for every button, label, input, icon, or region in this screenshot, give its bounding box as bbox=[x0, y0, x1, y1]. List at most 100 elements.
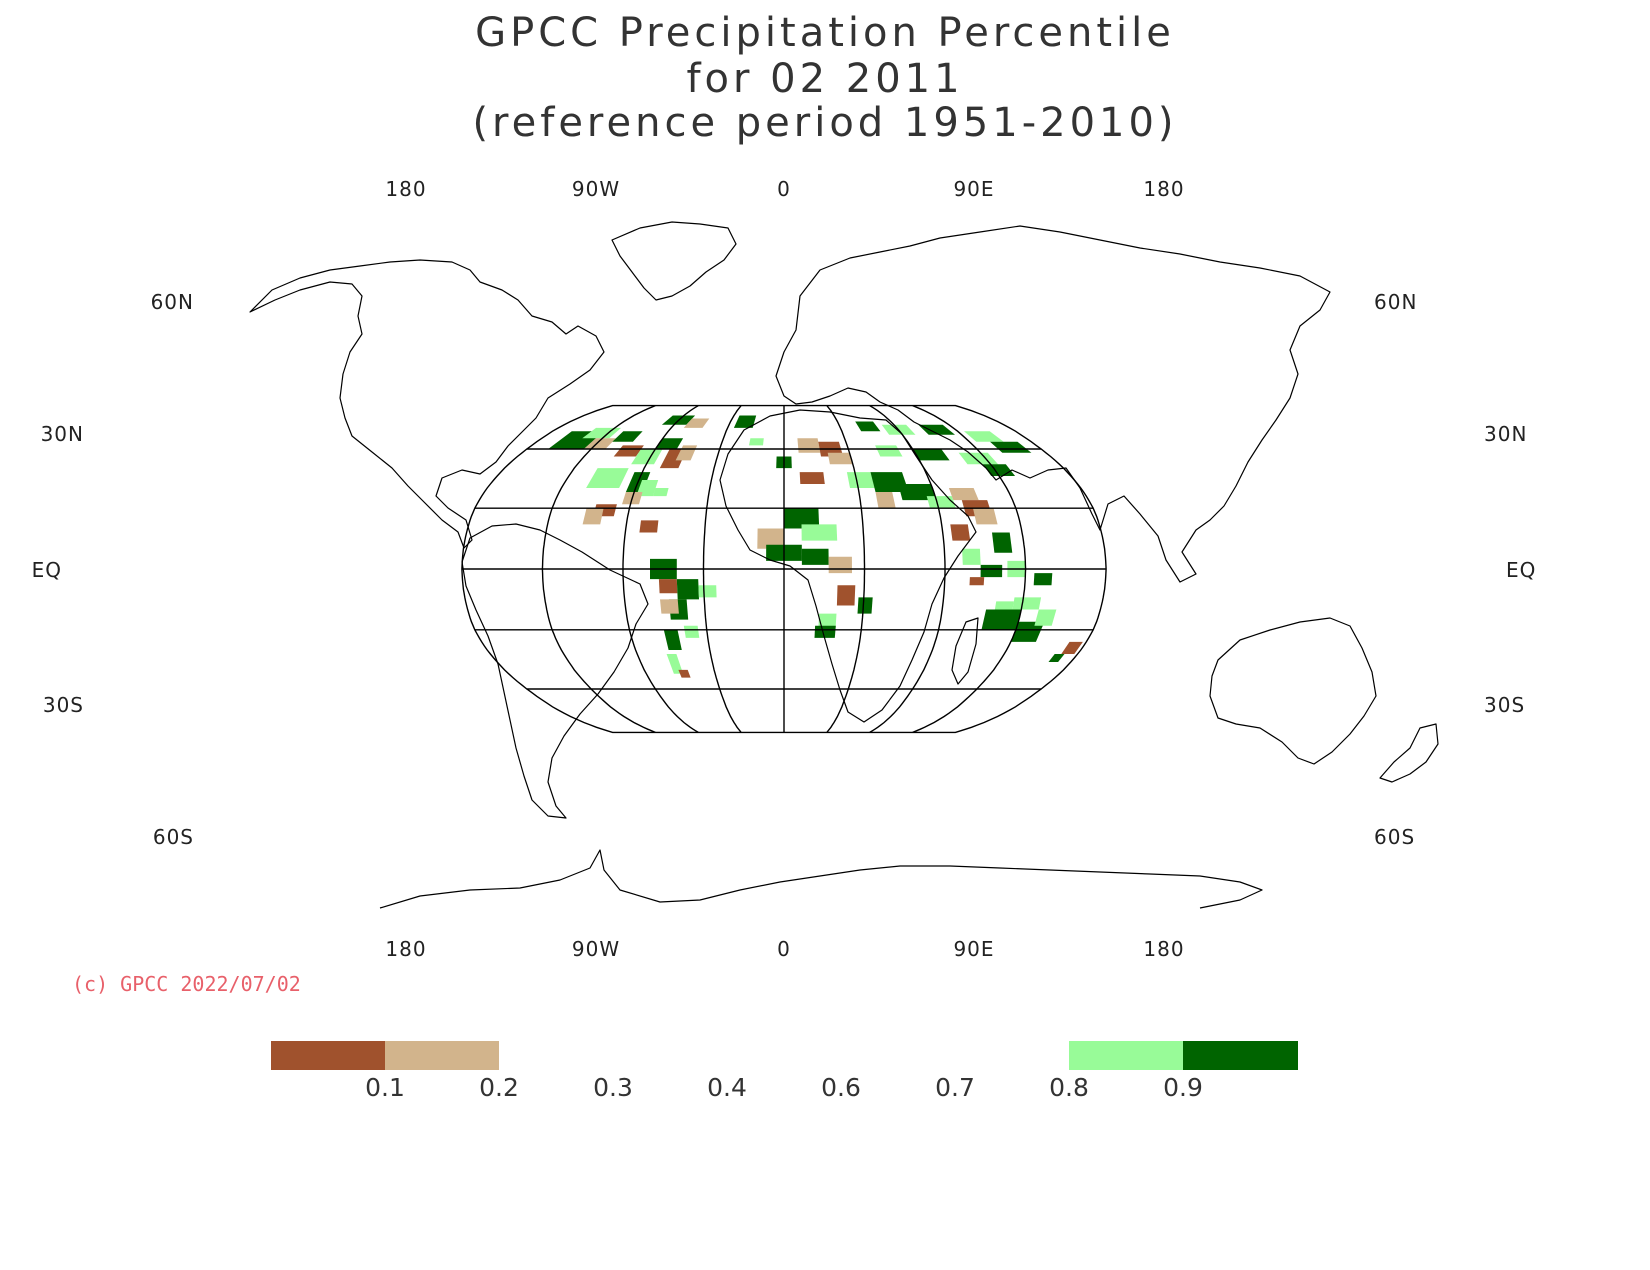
legend-tick-0-7: 0.7 bbox=[935, 1073, 975, 1102]
precip-region-76 bbox=[1048, 654, 1065, 662]
precip-region-3 bbox=[612, 431, 643, 442]
precip-region-50 bbox=[948, 488, 979, 501]
legend-box-dry bbox=[385, 1041, 499, 1070]
precip-region-60 bbox=[757, 528, 784, 549]
precip-region-75 bbox=[1061, 641, 1083, 654]
legend-tick-0-9: 0.9 bbox=[1163, 1073, 1203, 1102]
meridian--90 bbox=[622, 405, 699, 733]
precip-region-42 bbox=[875, 445, 903, 457]
title-line-3: (reference period 1951-2010) bbox=[472, 100, 1177, 146]
precip-region-27 bbox=[683, 625, 700, 638]
lat-label-left-eq: EQ bbox=[32, 558, 62, 582]
precip-region-15 bbox=[582, 508, 604, 525]
precip-region-30 bbox=[678, 669, 691, 678]
precip-region-28 bbox=[663, 629, 682, 650]
precip-region-54 bbox=[992, 532, 1013, 553]
meridian-135 bbox=[912, 404, 1027, 734]
title-line-1: GPCC Precipitation Percentile bbox=[475, 10, 1175, 56]
lon-label-bottom-180w: 180 bbox=[385, 937, 426, 961]
lat-label-right-eq: EQ bbox=[1506, 558, 1536, 582]
meridian--135 bbox=[541, 404, 656, 734]
precip-region-19 bbox=[733, 415, 757, 428]
precip-region-11 bbox=[586, 468, 629, 488]
precip-region-44 bbox=[958, 452, 999, 465]
coastline-greenland bbox=[611, 221, 737, 301]
precip-region-74 bbox=[994, 601, 1014, 610]
legend-tick-0-8: 0.8 bbox=[1049, 1073, 1089, 1102]
precip-region-61 bbox=[784, 508, 820, 529]
legend-box-very-dry bbox=[271, 1041, 385, 1070]
precip-region-36 bbox=[846, 472, 875, 488]
meridian-90 bbox=[869, 405, 946, 733]
lon-label-top-90w: 90W bbox=[572, 177, 620, 201]
precip-region-40 bbox=[964, 431, 1004, 442]
coastline-antarctica bbox=[379, 849, 1263, 909]
color-legend: 0.1 0.2 0.3 0.4 0.6 0.7 0.8 0.9 bbox=[271, 1041, 1298, 1102]
legend-tick-0-3: 0.3 bbox=[593, 1073, 633, 1102]
title-block: GPCC Precipitation Percentile for 02 201… bbox=[472, 10, 1177, 146]
precip-region-23 bbox=[676, 579, 699, 600]
lon-label-bottom-90e: 90E bbox=[953, 937, 994, 961]
precip-region-22 bbox=[658, 579, 678, 594]
precip-region-47 bbox=[898, 484, 937, 501]
precip-region-55 bbox=[962, 548, 981, 565]
lat-label-left-60s: 60S bbox=[153, 825, 194, 849]
legend-tick-0-6: 0.6 bbox=[821, 1073, 861, 1102]
precip-region-35 bbox=[827, 452, 853, 465]
precip-region-41 bbox=[990, 441, 1032, 453]
precip-region-39 bbox=[918, 424, 955, 435]
legend-box-very-wet bbox=[1183, 1041, 1298, 1070]
precip-region-37 bbox=[855, 421, 881, 432]
precip-region-24 bbox=[698, 585, 717, 598]
precip-region-53 bbox=[950, 524, 971, 541]
lat-label-right-60s: 60S bbox=[1374, 825, 1415, 849]
precip-region-62 bbox=[801, 524, 838, 541]
precip-region-65 bbox=[828, 556, 852, 574]
precip-region-68 bbox=[814, 625, 836, 638]
precip-region-71 bbox=[1012, 597, 1042, 610]
precip-region-64 bbox=[801, 548, 829, 565]
map-labels: 180 90W 0 90E 180 180 90W 0 90E 180 60N … bbox=[32, 177, 1536, 961]
precip-region-20 bbox=[749, 438, 764, 446]
lon-label-bottom-0: 0 bbox=[777, 937, 791, 961]
lon-label-top-180w: 180 bbox=[385, 177, 426, 201]
precip-region-43 bbox=[912, 449, 950, 461]
meridian-45 bbox=[826, 405, 866, 733]
coastline-south-america bbox=[461, 523, 649, 819]
legend-box-wet bbox=[1069, 1041, 1183, 1070]
copyright-text: (c) GPCC 2022/07/02 bbox=[72, 972, 301, 996]
precip-region-16 bbox=[639, 520, 659, 533]
coastline-africa bbox=[719, 409, 977, 723]
lat-label-right-30s: 30S bbox=[1484, 693, 1525, 717]
coastlines bbox=[249, 221, 1439, 909]
world-map: 180 90W 0 90E 180 180 90W 0 90E 180 60N … bbox=[32, 177, 1536, 961]
coastline-eurasia bbox=[775, 225, 1331, 583]
precip-region-32 bbox=[797, 438, 821, 453]
precip-region-34 bbox=[799, 472, 825, 484]
lat-label-left-60n: 60N bbox=[151, 290, 194, 314]
precip-region-59 bbox=[969, 577, 985, 586]
title-line-2: for 02 2011 bbox=[686, 56, 963, 102]
coastline-madagascar bbox=[951, 617, 979, 685]
precip-region-10 bbox=[683, 418, 710, 428]
legend-tick-0-4: 0.4 bbox=[707, 1073, 747, 1102]
lon-label-top-0: 0 bbox=[777, 177, 791, 201]
precip-region-48 bbox=[926, 496, 956, 509]
precip-region-69 bbox=[857, 597, 873, 614]
map-outline bbox=[461, 404, 1107, 734]
graticule bbox=[461, 404, 1107, 734]
coastline-north-america bbox=[249, 259, 605, 549]
precip-region-5 bbox=[631, 449, 663, 465]
meridian--45 bbox=[702, 405, 742, 733]
precipitation-cells bbox=[548, 415, 1083, 678]
legend-tick-0-1: 0.1 bbox=[365, 1073, 405, 1102]
precip-region-73 bbox=[1034, 609, 1057, 626]
lon-label-bottom-90w: 90W bbox=[572, 937, 620, 961]
precip-region-72 bbox=[1010, 621, 1045, 642]
lon-label-top-90e: 90E bbox=[953, 177, 994, 201]
precip-region-70 bbox=[981, 609, 1022, 630]
coastline-australia bbox=[1209, 617, 1377, 765]
lon-label-top-180e: 180 bbox=[1143, 177, 1184, 201]
legend-tick-0-2: 0.2 bbox=[479, 1073, 519, 1102]
